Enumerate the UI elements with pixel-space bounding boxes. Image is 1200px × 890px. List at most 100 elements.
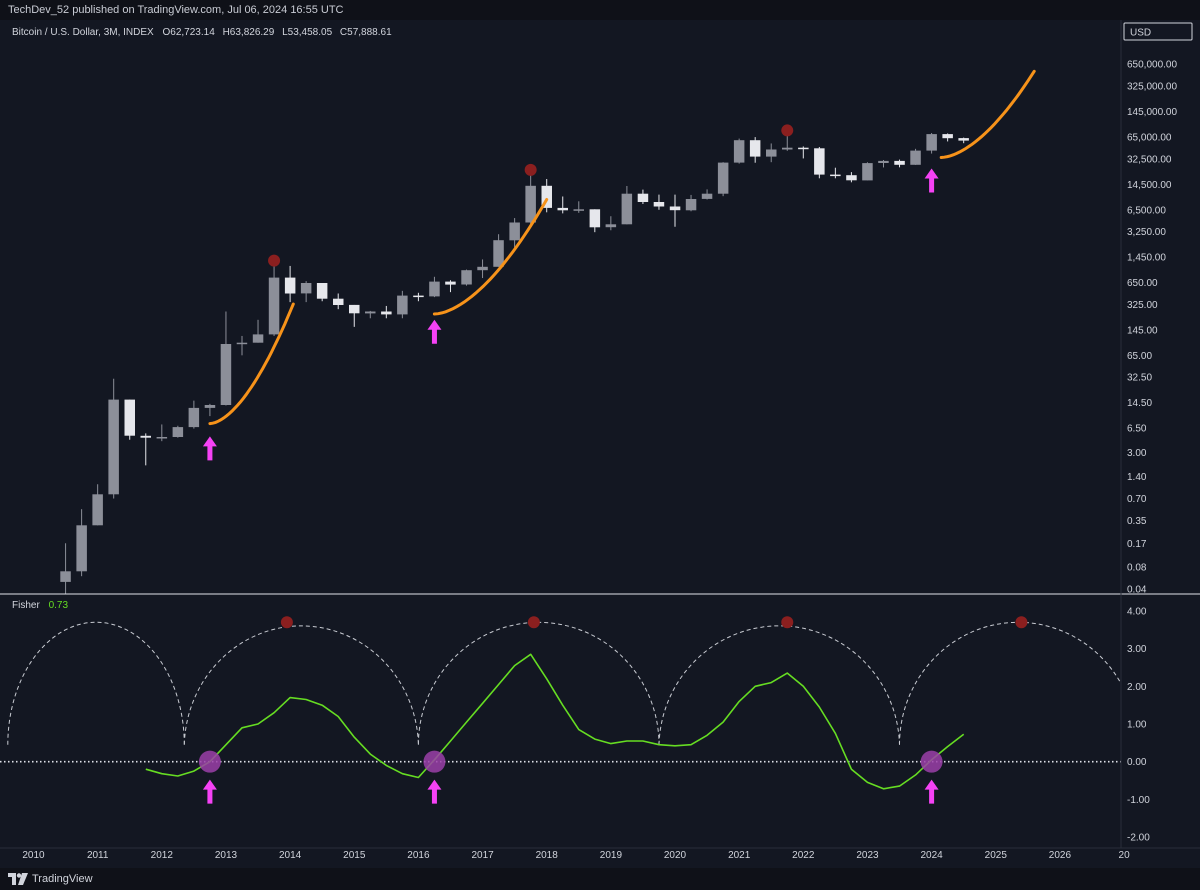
- candle-body: [284, 277, 296, 294]
- candle: [910, 148, 921, 165]
- candle: [156, 424, 168, 442]
- candle: [252, 319, 264, 343]
- price-tick-label: 650.00: [1127, 278, 1158, 289]
- candle: [701, 189, 713, 200]
- cycle-arc: [7, 621, 185, 745]
- candle: [220, 311, 232, 406]
- candle-body: [733, 140, 745, 163]
- fisher-axis[interactable]: 4.00 3.00 2.00 1.00 0.00 -1.00 -2.00: [1127, 607, 1150, 844]
- candle: [60, 543, 71, 594]
- high-label: H: [223, 27, 230, 38]
- candle: [621, 185, 633, 225]
- candle-body: [60, 571, 71, 582]
- candle-body: [557, 207, 568, 211]
- candle-body: [685, 199, 697, 211]
- candle: [749, 137, 761, 163]
- candle: [429, 276, 440, 298]
- candle: [381, 305, 392, 319]
- candle-body: [76, 525, 87, 572]
- candle-body: [381, 311, 392, 315]
- candle: [300, 281, 312, 303]
- candle-body: [878, 160, 889, 163]
- year-tick-label: 2017: [471, 850, 494, 861]
- candle: [958, 137, 969, 144]
- candle-body: [413, 295, 424, 298]
- price-tick-label: 3.00: [1127, 448, 1147, 459]
- indicator-name[interactable]: Fisher: [12, 600, 40, 611]
- candle: [541, 179, 552, 213]
- price-tick-label: 1,450.00: [1127, 253, 1166, 264]
- price-axis[interactable]: 650,000.00 325,000.00 145,000.00 65,000.00 3…: [1127, 60, 1177, 596]
- price-tick-label: 65.00: [1127, 351, 1152, 362]
- year-tick-label: 2026: [1049, 850, 1072, 861]
- footer-bar: TradingView: [0, 868, 1200, 890]
- candle-body: [365, 311, 376, 314]
- year-tick-label: 2011: [87, 850, 109, 861]
- price-tick-label: 14.50: [1127, 398, 1152, 409]
- candle: [461, 269, 472, 286]
- candle-body: [333, 298, 344, 305]
- candle-body: [268, 277, 280, 335]
- candle-body: [573, 209, 584, 211]
- candle-body: [653, 202, 665, 207]
- low-label: L: [282, 27, 288, 38]
- year-tick-label: 2016: [407, 850, 430, 861]
- price-tick-label: 6,500.00: [1127, 205, 1166, 216]
- candle: [637, 189, 649, 205]
- candle: [349, 304, 360, 327]
- candle: [926, 132, 937, 154]
- candle: [365, 310, 376, 319]
- candle-body: [236, 342, 248, 345]
- candle: [685, 194, 697, 212]
- currency-label: USD: [1130, 28, 1151, 39]
- symbol-name[interactable]: Bitcoin / U.S. Dollar, 3M, INDEX: [12, 27, 154, 38]
- publisher-text: TechDev_52 published on TradingView.com,…: [8, 4, 344, 16]
- tradingview-logo-icon[interactable]: [8, 873, 28, 886]
- fisher-bottom-marker: [423, 750, 446, 773]
- candle-body: [397, 295, 408, 315]
- candle-body: [477, 266, 488, 271]
- candle-body: [541, 185, 552, 208]
- fisher-line: [145, 653, 965, 790]
- footer-brand[interactable]: TradingView: [32, 873, 93, 885]
- price-tick-label: 3,250.00: [1127, 227, 1166, 238]
- year-tick-label: 2013: [215, 850, 238, 861]
- buy-arrow-icon: [427, 779, 442, 804]
- candle: [653, 194, 665, 210]
- currency-selector[interactable]: USD: [1123, 22, 1193, 41]
- price-tick-label: 6.50: [1127, 424, 1147, 435]
- candle: [204, 403, 216, 417]
- candle: [445, 280, 456, 293]
- candle-body: [188, 407, 200, 428]
- year-tick-label: 2025: [985, 850, 1008, 861]
- candle: [284, 265, 296, 303]
- currency-box[interactable]: [1123, 22, 1193, 41]
- candle: [268, 264, 280, 336]
- candle-body: [92, 494, 103, 526]
- candle-body: [701, 193, 713, 199]
- fisher-tick-label: -1.00: [1127, 795, 1150, 806]
- cycle-top-marker: [781, 124, 794, 137]
- price-tick-label: 32,500.00: [1127, 154, 1172, 165]
- candle-body: [621, 193, 633, 225]
- candle-body: [942, 134, 953, 139]
- candle: [894, 159, 905, 168]
- buy-arrow-icon: [924, 168, 939, 193]
- year-tick-label: 2019: [600, 850, 623, 861]
- candle-body: [669, 206, 681, 211]
- price-tick-label: 0.08: [1127, 563, 1147, 574]
- price-tick-label: 145,000.00: [1127, 107, 1177, 118]
- candle: [942, 133, 953, 142]
- candle: [509, 218, 520, 250]
- price-tick-label: 325.00: [1127, 300, 1158, 311]
- fisher-tick-label: 2.00: [1127, 682, 1147, 693]
- chart-canvas[interactable]: Bitcoin / U.S. Dollar, 3M, INDEX O62,723…: [0, 20, 1200, 868]
- time-axis[interactable]: 2010 2011 2012 2013 2014 2015 2016 2017 2018 2019…: [22, 850, 1130, 861]
- projection-curve: [432, 198, 549, 316]
- candle-body: [252, 334, 264, 343]
- cycle-top-marker: [524, 163, 537, 176]
- candle-body: [316, 283, 328, 299]
- cycle-top-marker: [268, 254, 281, 267]
- year-tick-label: 2021: [728, 850, 751, 861]
- price-tick-label: 0.35: [1127, 516, 1147, 527]
